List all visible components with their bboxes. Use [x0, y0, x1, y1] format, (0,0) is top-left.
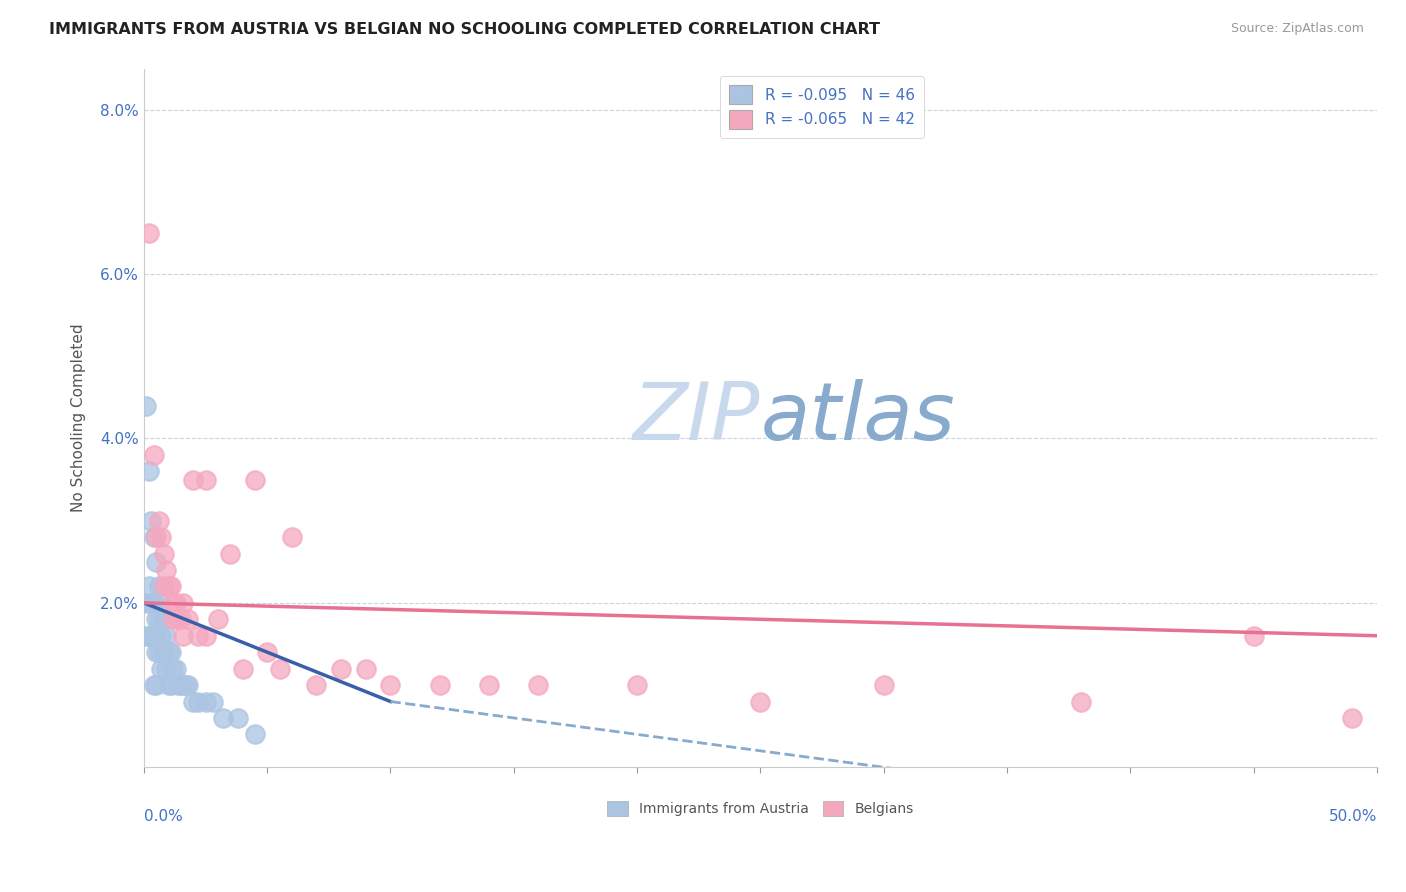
Point	[207, 612, 229, 626]
Point	[142, 678, 165, 692]
Point	[194, 629, 217, 643]
Point	[148, 645, 170, 659]
Point	[160, 678, 183, 692]
Point	[873, 678, 896, 692]
Point	[380, 678, 402, 692]
Point	[1243, 629, 1265, 643]
Point	[170, 612, 193, 626]
Point	[1070, 694, 1092, 708]
Point	[148, 612, 170, 626]
Point	[141, 514, 163, 528]
Point	[142, 629, 165, 643]
Point	[201, 694, 224, 708]
Point	[138, 579, 160, 593]
Point	[165, 596, 187, 610]
Point	[269, 662, 291, 676]
Point	[138, 226, 160, 240]
Point	[145, 612, 167, 626]
Point	[478, 678, 501, 692]
Point	[135, 596, 157, 610]
Point	[281, 530, 304, 544]
Point	[135, 399, 157, 413]
Point	[172, 629, 194, 643]
Point	[155, 563, 177, 577]
Point	[148, 514, 170, 528]
Point	[150, 596, 173, 610]
Point	[162, 662, 184, 676]
Point	[155, 629, 177, 643]
Point	[157, 645, 180, 659]
Point	[157, 678, 180, 692]
Point	[152, 612, 174, 626]
Point	[231, 662, 253, 676]
Point	[150, 662, 173, 676]
Point	[162, 596, 184, 610]
Point	[165, 662, 187, 676]
Point	[141, 596, 163, 610]
Text: IMMIGRANTS FROM AUSTRIA VS BELGIAN NO SCHOOLING COMPLETED CORRELATION CHART: IMMIGRANTS FROM AUSTRIA VS BELGIAN NO SC…	[49, 22, 880, 37]
Point	[145, 555, 167, 569]
Point	[138, 464, 160, 478]
Point	[187, 629, 209, 643]
Point	[243, 473, 266, 487]
Text: atlas: atlas	[761, 379, 955, 457]
Point	[167, 678, 190, 692]
Point	[152, 547, 174, 561]
Point	[155, 662, 177, 676]
Point	[243, 727, 266, 741]
Point	[152, 579, 174, 593]
Point	[135, 629, 157, 643]
Point	[162, 612, 184, 626]
Point	[150, 530, 173, 544]
Point	[187, 694, 209, 708]
Point	[152, 645, 174, 659]
Point	[226, 711, 249, 725]
Point	[174, 678, 197, 692]
Point	[194, 694, 217, 708]
Point	[145, 645, 167, 659]
Point	[626, 678, 648, 692]
Point	[211, 711, 233, 725]
Point	[145, 530, 167, 544]
Point	[142, 530, 165, 544]
Point	[172, 596, 194, 610]
Point	[354, 662, 377, 676]
Point	[167, 612, 190, 626]
Point	[138, 629, 160, 643]
Point	[527, 678, 550, 692]
Point	[1341, 711, 1364, 725]
Point	[145, 629, 167, 643]
Point	[157, 579, 180, 593]
Y-axis label: No Schooling Completed: No Schooling Completed	[72, 324, 86, 512]
Point	[181, 473, 204, 487]
Point	[148, 579, 170, 593]
Point	[330, 662, 353, 676]
Point	[219, 547, 242, 561]
Text: ZIP: ZIP	[633, 379, 761, 457]
Point	[181, 694, 204, 708]
Point	[305, 678, 328, 692]
Point	[142, 448, 165, 462]
Point	[141, 629, 163, 643]
Point	[177, 612, 200, 626]
Point	[177, 678, 200, 692]
Point	[256, 645, 278, 659]
Text: Source: ZipAtlas.com: Source: ZipAtlas.com	[1230, 22, 1364, 36]
Point	[749, 694, 772, 708]
Point	[160, 579, 183, 593]
Text: 0.0%: 0.0%	[143, 809, 183, 824]
Text: 50.0%: 50.0%	[1329, 809, 1376, 824]
Legend: Immigrants from Austria, Belgians: Immigrants from Austria, Belgians	[600, 795, 921, 823]
Point	[172, 678, 194, 692]
Point	[429, 678, 451, 692]
Point	[160, 645, 183, 659]
Point	[170, 678, 193, 692]
Point	[142, 596, 165, 610]
Point	[194, 473, 217, 487]
Point	[150, 629, 173, 643]
Point	[145, 678, 167, 692]
